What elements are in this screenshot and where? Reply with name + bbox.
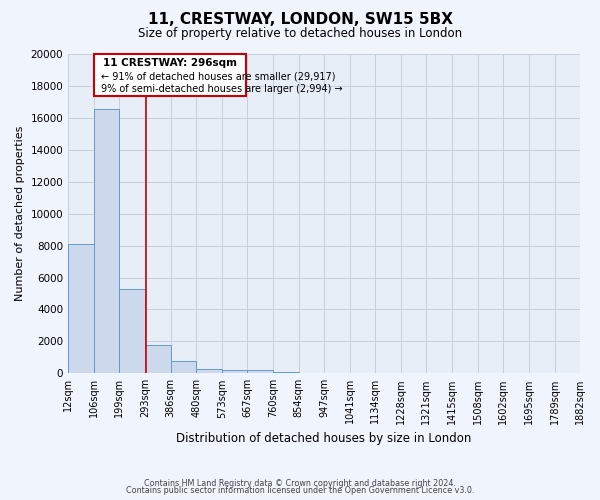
Bar (273, 372, 299, 374)
X-axis label: Distribution of detached houses by size in London: Distribution of detached houses by size … (176, 432, 472, 445)
Text: 11 CRESTWAY: 296sqm: 11 CRESTWAY: 296sqm (103, 58, 237, 68)
Bar (119, 288, 145, 374)
Text: 11, CRESTWAY, LONDON, SW15 5BX: 11, CRESTWAY, LONDON, SW15 5BX (148, 12, 452, 28)
Text: ← 91% of detached houses are smaller (29,917): ← 91% of detached houses are smaller (29… (101, 72, 335, 82)
Text: Contains public sector information licensed under the Open Government Licence v3: Contains public sector information licen… (126, 486, 474, 495)
Text: Size of property relative to detached houses in London: Size of property relative to detached ho… (138, 28, 462, 40)
Bar (170, 360, 196, 374)
Bar (196, 368, 222, 374)
Bar (222, 370, 247, 374)
Y-axis label: Number of detached properties: Number of detached properties (15, 126, 25, 302)
Bar (94, 109, 119, 374)
Bar (68, 244, 94, 374)
Text: 9% of semi-detached houses are larger (2,994) →: 9% of semi-detached houses are larger (2… (101, 84, 343, 94)
Bar (247, 370, 273, 374)
FancyBboxPatch shape (94, 54, 245, 96)
Text: Contains HM Land Registry data © Crown copyright and database right 2024.: Contains HM Land Registry data © Crown c… (144, 478, 456, 488)
Bar (145, 344, 170, 374)
